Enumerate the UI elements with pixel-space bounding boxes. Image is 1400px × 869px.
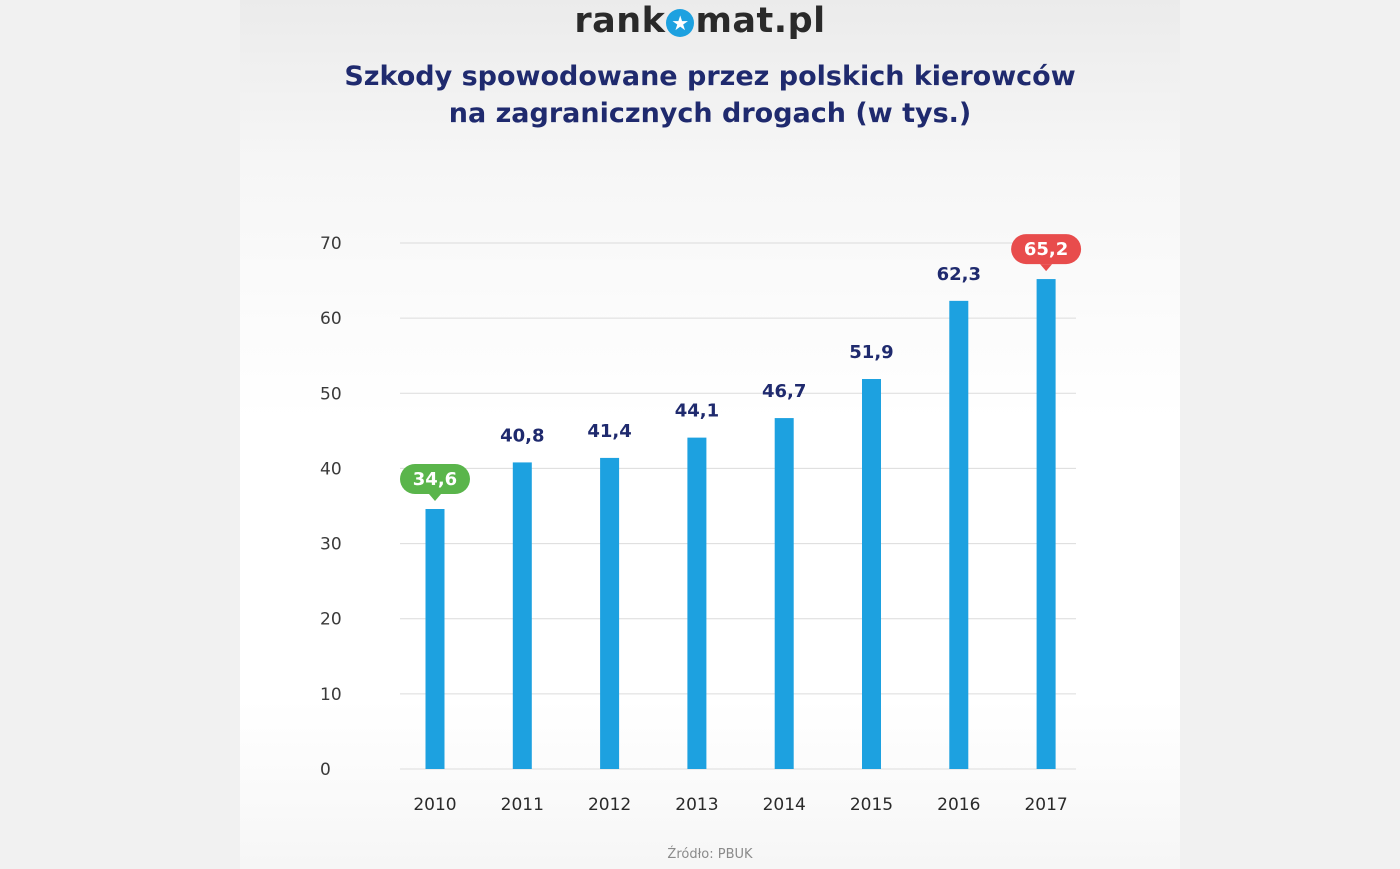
y-tick-label: 0 [320,760,331,780]
chart-title-line-1: Szkody spowodowane przez polskich kierow… [344,61,1076,92]
data-label-2013: 44,1 [675,401,719,422]
bar-2011 [512,462,532,769]
badge-pointer [429,494,441,502]
bar-2017 [1036,279,1056,769]
x-tick-label: 2016 [937,795,980,815]
data-label-2016: 62,3 [937,264,981,285]
bar-2013 [687,437,707,769]
bar-2015 [862,379,881,769]
y-tick-label: 70 [320,234,342,254]
y-axis-ticks: 0 10 20 30 40 50 60 70 [320,234,342,780]
data-label-2014: 46,7 [762,381,806,402]
grid-lines [400,242,1076,770]
data-labels: 34,6 40,8 41,4 44,1 46,7 51,9 62,3 65,2 [400,234,1082,502]
star-icon: ★ [666,9,695,37]
bar-2014 [774,418,794,769]
y-tick-label: 50 [320,384,342,404]
min-value-badge [400,464,470,495]
chart-card [240,0,1180,869]
bars [425,279,1056,769]
data-label-2011: 40,8 [500,425,544,446]
y-tick-label: 40 [320,459,342,479]
data-label-2015: 51,9 [849,342,893,363]
chart-title: Szkody spowodowane przez polskich kierow… [240,58,1180,132]
data-label-2017: 65,2 [1024,239,1068,260]
bar-2010 [425,509,445,769]
y-tick-label: 20 [320,610,342,630]
source-note: Źródło: PBUK [667,847,753,862]
bar-2012 [600,457,620,769]
data-label-2012: 41,4 [587,421,631,442]
x-tick-label: 2010 [413,795,456,815]
brand-logo[interactable]: rank ★ mat.pl [0,0,1400,48]
max-value-badge [1011,234,1082,265]
y-tick-label: 30 [320,535,342,555]
y-tick-label: 10 [320,685,342,705]
y-tick-label: 60 [320,309,342,329]
logo-text-left: rank [574,1,666,41]
badge-pointer [1040,264,1053,272]
logo-text-right: mat.pl [695,1,826,41]
x-tick-label: 2012 [588,795,631,815]
data-label-2010: 34,6 [413,469,457,490]
x-tick-label: 2015 [850,795,893,815]
x-tick-label: 2011 [501,795,544,815]
x-axis-ticks: 2010 2011 2012 2013 2014 2015 2016 2017 [413,795,1067,815]
x-tick-label: 2013 [675,795,718,815]
chart-title-line-2: na zagranicznych drogach (w tys.) [448,98,972,129]
bar-2016 [949,300,969,769]
x-tick-label: 2014 [763,795,806,815]
x-tick-label: 2017 [1024,795,1067,815]
